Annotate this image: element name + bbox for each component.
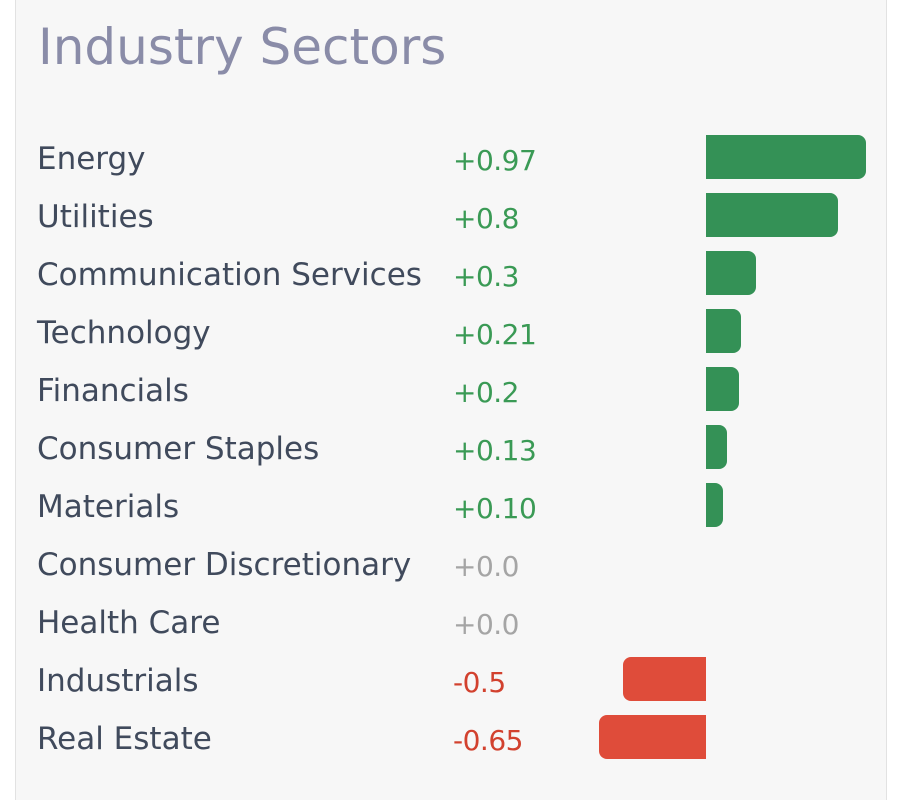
sector-row[interactable]: Technology +0.21 [16,305,888,363]
sector-change: +0.21 [453,318,537,351]
sector-bar [706,309,741,353]
sector-change: +0.3 [453,260,520,293]
sector-change: -0.5 [453,666,506,699]
card-title: Industry Sectors [38,18,447,76]
sector-name: Consumer Staples [37,431,320,467]
sector-row[interactable]: Communication Services +0.3 [16,247,888,305]
sector-change: +0.0 [453,550,520,583]
sector-name: Financials [37,373,189,409]
sector-row[interactable]: Industrials -0.5 [16,653,888,711]
sector-change: +0.13 [453,434,537,467]
sector-name: Real Estate [37,721,212,757]
sector-change: +0.2 [453,376,520,409]
sector-change: +0.8 [453,202,520,235]
sector-row[interactable]: Energy +0.97 [16,131,888,189]
sector-bar [706,425,727,469]
sector-bar [706,135,866,179]
sector-bar [706,367,739,411]
sector-row[interactable]: Materials +0.10 [16,479,888,537]
sector-change: +0.0 [453,608,520,641]
sector-name: Industrials [37,663,199,699]
sector-bar [623,657,706,701]
sector-row[interactable]: Financials +0.2 [16,363,888,421]
sector-name: Technology [37,315,211,351]
sector-name: Utilities [37,199,154,235]
sector-change: -0.65 [453,724,523,757]
sector-name: Communication Services [37,257,422,293]
sector-change: +0.97 [453,144,537,177]
sector-name: Energy [37,141,146,177]
sector-row[interactable]: Health Care +0.0 [16,595,888,653]
sector-name: Materials [37,489,180,525]
sector-row[interactable]: Consumer Staples +0.13 [16,421,888,479]
sector-row[interactable]: Consumer Discretionary +0.0 [16,537,888,595]
sector-bar [706,483,723,527]
sector-list: Energy +0.97 Utilities +0.8 Communicatio… [16,131,888,769]
industry-sectors-card: Industry Sectors Energy +0.97 Utilities … [15,0,887,800]
sector-name: Consumer Discretionary [37,547,412,583]
sector-bar [706,251,756,295]
sector-bar [706,193,838,237]
sector-row[interactable]: Real Estate -0.65 [16,711,888,769]
sector-row[interactable]: Utilities +0.8 [16,189,888,247]
sector-name: Health Care [37,605,221,641]
sector-change: +0.10 [453,492,537,525]
sector-bar [599,715,706,759]
